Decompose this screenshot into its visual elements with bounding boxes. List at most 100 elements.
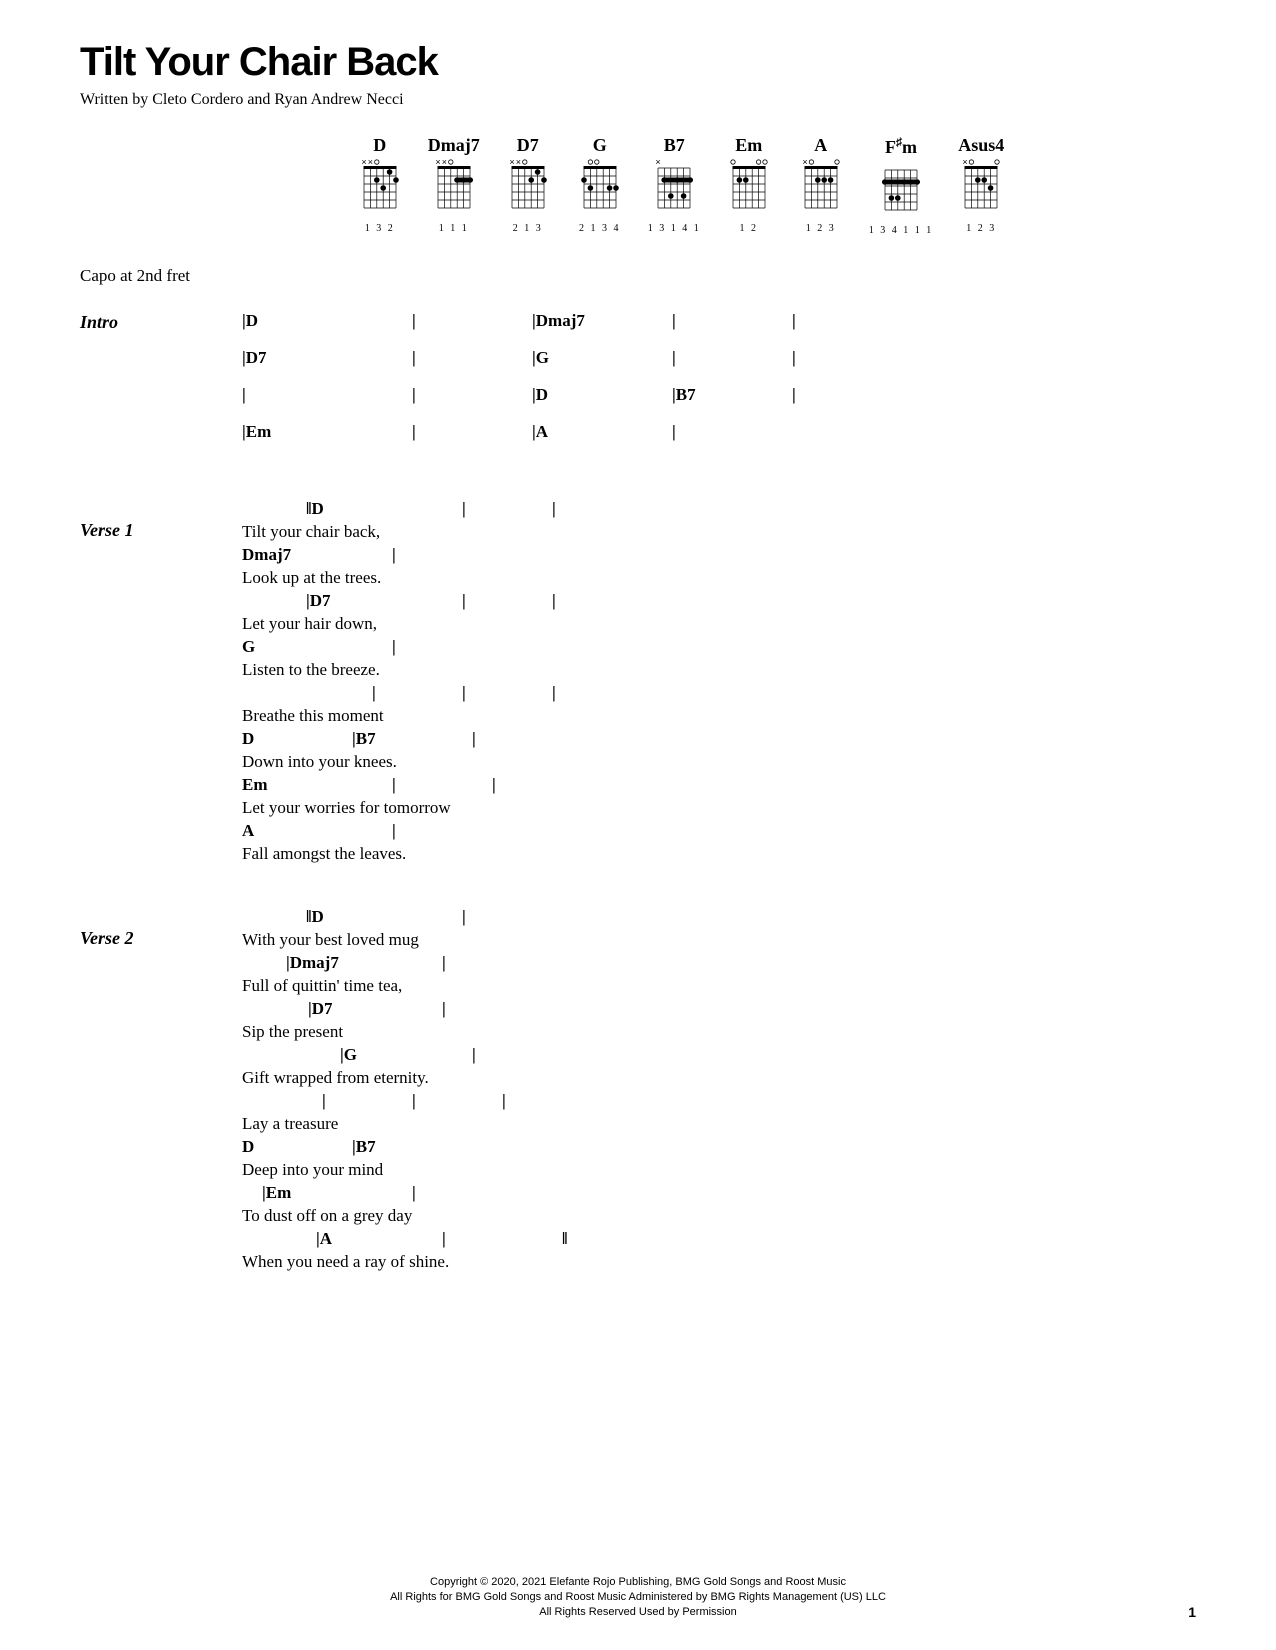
bar-icon: | [672, 422, 676, 441]
lyric-line: Breathe this moment [242, 705, 1196, 728]
chord-line: Em|| [242, 774, 1196, 797]
chord-symbol: G [242, 636, 255, 659]
svg-text:×: × [435, 158, 440, 167]
chord-fingers: 1 2 [740, 223, 759, 234]
intro-cell: |G [532, 347, 672, 370]
svg-text:×: × [656, 158, 661, 167]
intro-cell: | [412, 384, 532, 407]
copyright-line-3: All Rights Reserved Used by Permission [0, 1605, 1276, 1620]
bar-icon: | [242, 385, 246, 404]
chord-symbol: | [472, 728, 476, 751]
chord-symbol: | [552, 498, 556, 521]
intro-cell: |D [532, 384, 672, 407]
section-body-intro: |D||Dmaj7|||D7||G|||||D|B7||Em||A| [242, 310, 1196, 458]
intro-cell: | [412, 347, 532, 370]
chord-grid-icon: ×× [430, 158, 478, 221]
chord-line: |D7|| [242, 590, 1196, 613]
chord-fingers: 1 2 3 [806, 223, 836, 234]
section-verse1: Verse 1 ‖D||Tilt your chair back,Dmaj7|L… [80, 498, 1196, 866]
chord-symbol: ‖D [306, 498, 324, 521]
lyric-line: Lay a treasure [242, 1113, 1196, 1136]
chord-grid-icon: × [650, 158, 698, 221]
chord-diagram: F♯m 1 3 4 1 1 1 [869, 135, 934, 236]
section-label-verse2: Verse 2 [80, 906, 242, 1274]
svg-text:×: × [963, 158, 968, 167]
section-label-verse1: Verse 1 [80, 498, 242, 866]
chord-symbol: |G [340, 1044, 357, 1067]
intro-cell: |Dmaj7 [532, 310, 672, 333]
section-body-verse1: ‖D||Tilt your chair back,Dmaj7|Look up a… [242, 498, 1196, 866]
chord-grid-icon: ×× [356, 158, 404, 221]
chord-symbol: | [462, 498, 466, 521]
intro-cell: | [792, 347, 832, 370]
chord-diagram: D ×× 1 3 2 [356, 135, 404, 236]
bar-icon: | [412, 422, 416, 441]
chord-symbol: | [392, 820, 396, 843]
intro-cell: |D7 [242, 347, 412, 370]
bar-icon: | [792, 348, 796, 367]
chord-symbol: |Dmaj7 [286, 952, 339, 975]
chord-symbol: D [536, 385, 548, 404]
chord-symbol: | [472, 1044, 476, 1067]
lyric-line: When you need a ray of shine. [242, 1251, 1196, 1274]
song-title: Tilt Your Chair Back [80, 40, 1196, 85]
chord-grid-icon: ×× [504, 158, 552, 221]
chord-diagram-name: D7 [517, 135, 539, 156]
intro-row: |D||Dmaj7|| [242, 310, 1196, 333]
chord-symbol: | [392, 544, 396, 567]
page-number: 1 [1188, 1604, 1196, 1620]
intro-cell: | [672, 347, 792, 370]
chord-line: G| [242, 636, 1196, 659]
chord-symbol: | [462, 682, 466, 705]
chord-symbol: | [372, 682, 376, 705]
chord-diagram-name: Em [735, 135, 762, 156]
chord-symbol: D [246, 311, 258, 330]
capo-note: Capo at 2nd fret [80, 266, 1196, 286]
bar-icon: | [672, 311, 676, 330]
lyric-line: Gift wrapped from eternity. [242, 1067, 1196, 1090]
svg-text:×: × [368, 158, 373, 167]
chord-diagram: B7 × 1 3 1 4 1 [648, 135, 701, 236]
chord-line: D|B7 [242, 1136, 1196, 1159]
chord-symbol: | [462, 590, 466, 613]
intro-cell: | [792, 384, 832, 407]
chord-diagram-name: D [373, 135, 386, 156]
copyright: Copyright © 2020, 2021 Elefante Rojo Pub… [0, 1575, 1276, 1620]
intro-cell: |D [242, 310, 412, 333]
intro-row: |Em||A| [242, 421, 1196, 444]
svg-text:×: × [509, 158, 514, 167]
chord-line: |G | [242, 1044, 1196, 1067]
chord-symbol: D7 [246, 348, 267, 367]
chord-diagram: Em 1 2 [725, 135, 773, 236]
chord-symbol: |B7 [352, 1136, 376, 1159]
chord-symbol: |Em [262, 1182, 291, 1205]
bar-icon: | [412, 311, 416, 330]
chord-symbol: | [412, 1182, 416, 1205]
intro-cell: | [672, 310, 792, 333]
chord-fingers: 2 1 3 [513, 223, 543, 234]
chord-symbol: ‖ [562, 1228, 568, 1251]
chord-symbol: |A [316, 1228, 332, 1251]
chord-symbol: | [462, 906, 466, 929]
chord-symbol: |D7 [308, 998, 333, 1021]
chord-line: ‖D | | [242, 498, 1196, 521]
section-verse2: Verse 2 ‖D|With your best loved mug|Dmaj… [80, 906, 1196, 1274]
bar-icon: | [792, 385, 796, 404]
chord-symbol: |D7 [306, 590, 331, 613]
chord-fingers: 1 3 4 1 1 1 [869, 225, 934, 236]
chord-line: |A|‖ [242, 1228, 1196, 1251]
intro-cell: |Em [242, 421, 412, 444]
svg-text:×: × [516, 158, 521, 167]
chord-symbol: |B7 [352, 728, 376, 751]
chord-diagrams-row: D ×× 1 3 2Dmaj7 ×× 1 1 1D7 ×× 2 1 3G 2 1… [80, 135, 1196, 236]
chord-symbol: | [322, 1090, 326, 1113]
chord-symbol: B7 [676, 385, 696, 404]
intro-cell: |A [532, 421, 672, 444]
chord-symbol: Dmaj7 [242, 544, 291, 567]
chord-symbol: Dmaj7 [536, 311, 585, 330]
chord-diagram: D7 ×× 2 1 3 [504, 135, 552, 236]
svg-text:×: × [802, 158, 807, 167]
intro-cell: |B7 [672, 384, 792, 407]
chord-line: Dmaj7 | [242, 544, 1196, 567]
section-intro: Intro |D||Dmaj7|||D7||G|||||D|B7||Em||A| [80, 310, 1196, 458]
